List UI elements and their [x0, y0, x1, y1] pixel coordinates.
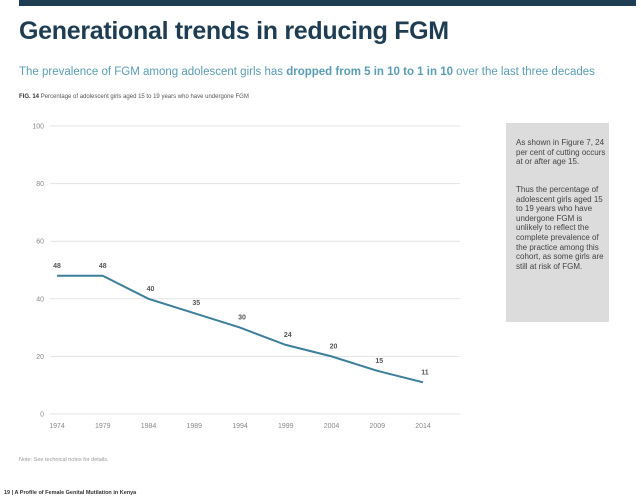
data-label: 20: [330, 343, 338, 350]
figure-label: FIG. 14: [19, 94, 40, 100]
x-tick-label: 2014: [415, 423, 431, 430]
y-tick-label: 80: [36, 181, 44, 188]
side-note-paragraph-1: As shown in Figure 7, 24 per cent of cut…: [516, 138, 606, 167]
y-tick-label: 40: [36, 296, 44, 303]
x-tick-label: 1984: [141, 423, 157, 430]
data-label: 24: [284, 332, 292, 339]
gridlines: [50, 125, 460, 415]
y-ticks: 0 20 40 60 80 100: [32, 124, 44, 419]
data-label: 30: [238, 315, 246, 322]
side-note-box: As shown in Figure 7, 24 per cent of cut…: [506, 123, 609, 322]
y-tick-label: 20: [36, 354, 44, 361]
subtitle-post: over the last three decades: [452, 66, 595, 78]
data-label: 48: [99, 263, 107, 270]
x-tick-label: 1999: [278, 423, 294, 430]
x-tick-label: 2004: [324, 423, 340, 430]
x-tick-label: 1974: [49, 423, 65, 430]
x-ticks: 1974 1979 1984 1989 1994 1999 2004 2009 2014: [49, 423, 431, 430]
page-title: Generational trends in reducing FGM: [19, 17, 449, 45]
page-subtitle: The prevalence of FGM among adolescent g…: [19, 66, 595, 78]
y-tick-label: 60: [36, 239, 44, 246]
footnote: Note: See technical notes for details.: [19, 457, 109, 463]
x-tick-label: 1989: [186, 423, 202, 430]
top-banner: [19, 0, 636, 6]
figure-caption: FIG. 14 Percentage of adolescent girls a…: [19, 94, 249, 100]
figure-caption-text: Percentage of adolescent girls aged 15 t…: [40, 94, 249, 100]
series-line: [57, 274, 424, 384]
data-labels: 48 48 40 35 30 24 20 15 11: [53, 263, 429, 377]
data-label: 15: [375, 358, 383, 365]
y-tick-label: 100: [32, 124, 44, 131]
data-label: 40: [147, 286, 155, 293]
data-label: 11: [421, 369, 429, 376]
subtitle-pre: The prevalence of FGM among adolescent g…: [19, 66, 287, 78]
subtitle-bold: dropped from 5 in 10 to 1 in 10: [286, 66, 453, 78]
page-footer: 19 | A Profile of Female Genital Mutilat…: [4, 490, 137, 496]
y-tick-label: 0: [40, 412, 44, 419]
x-tick-label: 2009: [369, 423, 385, 430]
data-label: 35: [192, 300, 200, 307]
x-tick-label: 1994: [232, 423, 248, 430]
side-note-paragraph-2: Thus the percentage of adolescent girls …: [516, 185, 604, 271]
x-tick-label: 1979: [95, 423, 111, 430]
data-label: 48: [53, 263, 61, 270]
